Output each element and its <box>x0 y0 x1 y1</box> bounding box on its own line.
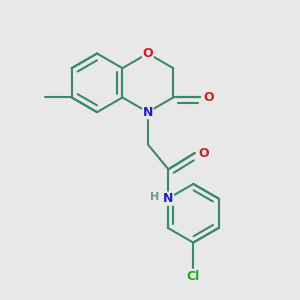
Text: H: H <box>150 192 159 202</box>
Text: N: N <box>143 106 153 118</box>
Text: O: O <box>199 146 209 160</box>
Text: Cl: Cl <box>187 269 200 283</box>
Text: O: O <box>204 91 214 104</box>
Text: N: N <box>163 192 174 205</box>
Text: O: O <box>142 47 153 60</box>
